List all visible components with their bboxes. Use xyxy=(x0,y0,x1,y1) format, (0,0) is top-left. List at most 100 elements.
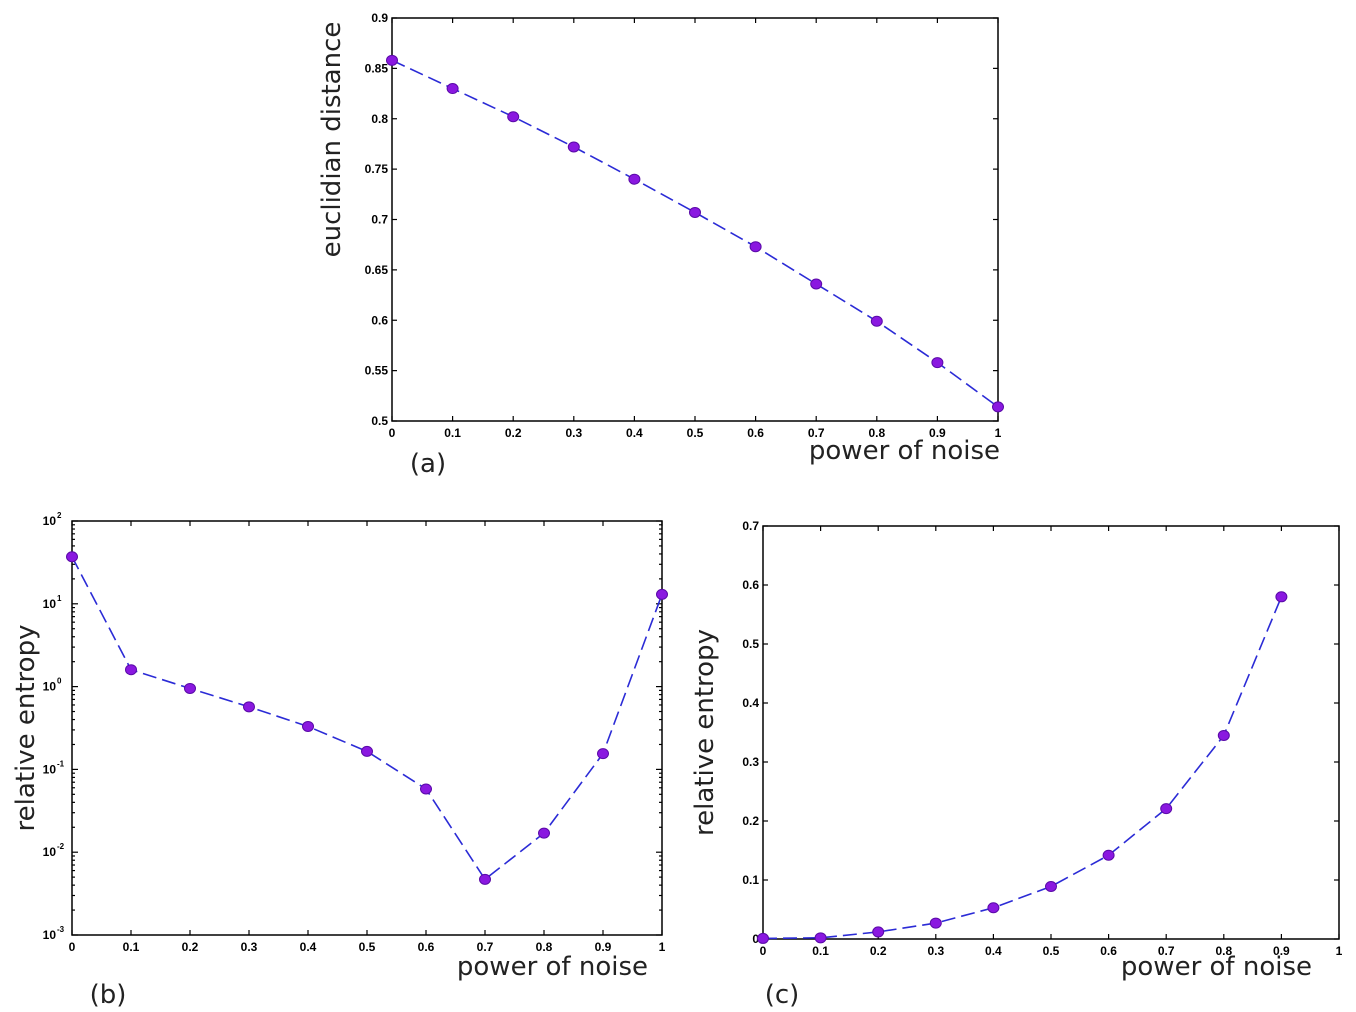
x-tick-label: 0.5 xyxy=(1043,944,1060,958)
y-axis-label: euclidian distance xyxy=(317,22,347,258)
data-point xyxy=(810,278,823,290)
data-point xyxy=(656,588,668,600)
x-tick-label: 0.2 xyxy=(182,940,199,954)
y-tick-label: 10 xyxy=(43,762,57,776)
panel-label: (b) xyxy=(90,980,127,1010)
x-tick-label: 0 xyxy=(389,426,396,440)
data-point xyxy=(872,926,885,938)
x-tick-label: 0.2 xyxy=(505,426,522,440)
x-tick-label: 1 xyxy=(1336,944,1343,958)
data-point xyxy=(870,315,883,327)
x-tick-label: 0.9 xyxy=(595,940,612,954)
y-tick-exponent: -1 xyxy=(57,759,65,768)
y-tick-label: 10 xyxy=(43,928,57,942)
data-point xyxy=(479,873,491,885)
data-point xyxy=(243,701,255,713)
data-point xyxy=(1217,729,1230,741)
x-tick-label: 0.8 xyxy=(1215,944,1232,958)
series-line xyxy=(762,596,1283,940)
plot-frame xyxy=(762,525,1340,940)
x-axis-label: power of noise xyxy=(809,436,1000,466)
data-point xyxy=(184,682,196,694)
y-tick-label: 0.85 xyxy=(365,61,389,75)
data-point xyxy=(420,783,432,795)
x-tick-label: 0.4 xyxy=(985,944,1002,958)
x-tick-label: 0.5 xyxy=(687,426,704,440)
y-axis-label: relative entropy xyxy=(690,629,720,836)
data-point xyxy=(538,827,550,839)
x-tick-label: 0 xyxy=(760,944,767,958)
data-point xyxy=(386,54,398,66)
x-tick-label: 1 xyxy=(995,426,1002,440)
y-tick-label: 0.7 xyxy=(371,213,388,227)
x-axis-label: power of noise xyxy=(1121,952,1312,982)
y-tick-label: 10 xyxy=(43,680,57,694)
x-tick-label: 0.3 xyxy=(241,940,258,954)
panel-label: (c) xyxy=(765,980,800,1010)
y-tick-exponent: -3 xyxy=(57,925,65,934)
data-point xyxy=(992,401,1004,413)
y-tick-label: 10 xyxy=(43,514,57,528)
y-tick-label: 0.6 xyxy=(371,313,388,327)
y-tick-label: 10 xyxy=(43,597,57,611)
y-tick-exponent: -2 xyxy=(57,842,65,851)
plot-frame xyxy=(71,520,663,936)
x-tick-label: 0.9 xyxy=(1273,944,1290,958)
x-tick-label: 1 xyxy=(659,940,666,954)
panel-label: (a) xyxy=(410,449,446,479)
x-tick-label: 0.2 xyxy=(870,944,887,958)
y-tick-label: 0 xyxy=(752,932,759,946)
data-point xyxy=(567,141,580,153)
series-line xyxy=(71,556,663,881)
data-point xyxy=(929,917,942,929)
data-point xyxy=(1045,880,1057,892)
data-point xyxy=(507,111,520,123)
data-point xyxy=(125,664,137,676)
data-point xyxy=(66,551,78,563)
y-tick-label: 0.1 xyxy=(742,873,759,887)
data-point xyxy=(361,745,373,757)
data-point xyxy=(814,932,827,944)
y-tick-label: 0.9 xyxy=(371,11,388,25)
data-point xyxy=(628,173,641,185)
x-tick-label: 0.1 xyxy=(812,944,829,958)
x-tick-label: 0.4 xyxy=(300,940,317,954)
x-tick-label: 0.6 xyxy=(747,426,764,440)
x-axis-label: power of noise xyxy=(457,952,648,982)
data-point xyxy=(689,206,701,218)
y-tick-label: 10 xyxy=(43,845,57,859)
y-tick-label: 0.75 xyxy=(365,162,389,176)
y-tick-label: 0.5 xyxy=(742,637,759,651)
data-point xyxy=(302,720,314,732)
panel-b: 0 0.1 0.2 0.3 0.4 0.5 0.6 0.7 0.8 0.9 110 -310 -210-… xyxy=(11,511,668,1010)
series-line xyxy=(391,59,999,408)
y-tick-exponent: 0 xyxy=(57,677,62,686)
x-tick-label: 0 xyxy=(69,940,76,954)
x-tick-label: 0.7 xyxy=(808,426,825,440)
x-tick-label: 0.5 xyxy=(359,940,376,954)
x-tick-label: 0.6 xyxy=(1100,944,1117,958)
data-point xyxy=(931,357,944,369)
data-point xyxy=(1160,803,1173,815)
data-point xyxy=(446,83,459,95)
y-axis-label: relative entropy xyxy=(11,625,41,832)
data-point xyxy=(1102,849,1115,861)
y-tick-label: 0.7 xyxy=(742,519,759,533)
x-tick-label: 0.6 xyxy=(418,940,435,954)
x-tick-label: 0.3 xyxy=(927,944,944,958)
data-point xyxy=(987,902,1000,914)
y-tick-label: 0.4 xyxy=(742,696,759,710)
x-tick-label: 0.1 xyxy=(444,426,461,440)
data-point xyxy=(757,932,769,944)
data-point xyxy=(749,241,762,253)
panel-a: 0 0.1 0.2 0.3 0.4 0.5 0.6 0.7 0.8 0.9 1 0.5 0.55 0.6 0… xyxy=(317,11,1004,479)
y-tick-label: 0.65 xyxy=(365,263,389,277)
y-tick-label: 0.6 xyxy=(742,578,759,592)
plot-frame xyxy=(391,17,999,422)
y-tick-label: 0.5 xyxy=(371,414,388,428)
y-tick-label: 0.2 xyxy=(742,814,759,828)
y-tick-label: 0.55 xyxy=(365,364,389,378)
x-tick-label: 0.4 xyxy=(626,426,643,440)
x-tick-label: 0.8 xyxy=(868,426,885,440)
